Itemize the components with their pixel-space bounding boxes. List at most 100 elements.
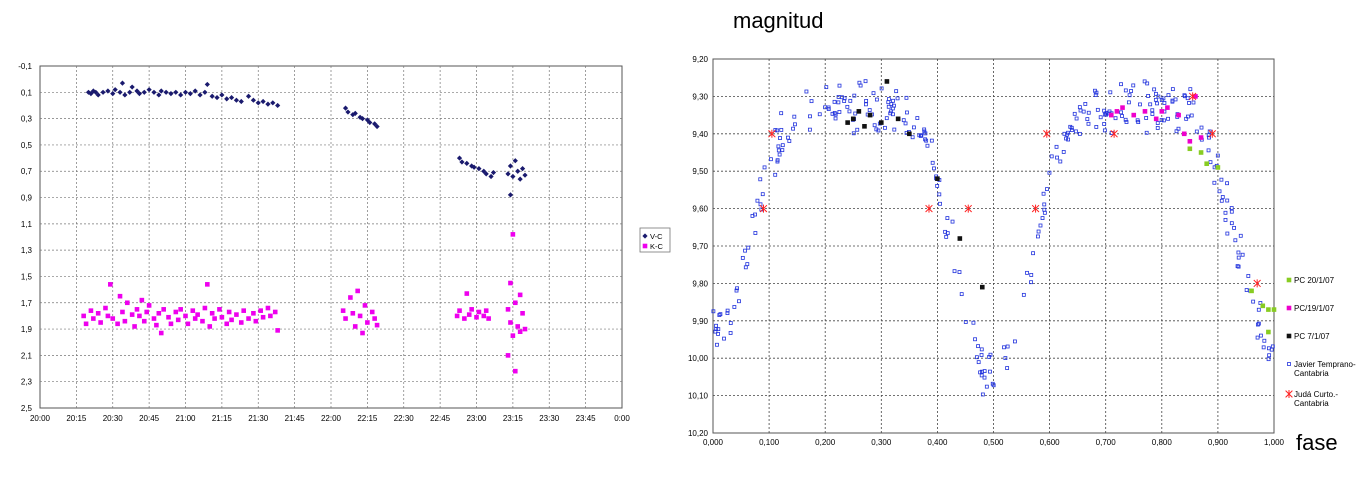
data-point — [924, 138, 929, 143]
y-tick-label: 0,9 — [21, 194, 33, 203]
data-point — [1207, 129, 1212, 134]
data-point — [340, 308, 346, 313]
data-point — [957, 236, 963, 241]
data-point — [809, 99, 814, 104]
y-tick-label: 9,30 — [692, 92, 708, 101]
y-tick-label: 10,20 — [688, 429, 709, 438]
data-point — [892, 103, 896, 108]
data-point — [923, 131, 928, 136]
data-point — [146, 87, 152, 93]
data-point — [507, 163, 514, 169]
data-point — [971, 320, 976, 325]
data-point — [1036, 234, 1040, 239]
data-point — [1081, 109, 1086, 114]
data-point — [100, 89, 106, 95]
data-point — [483, 171, 489, 177]
legend-label: PC/19/1/07 — [1294, 304, 1335, 313]
data-point — [1094, 125, 1099, 129]
data-point — [743, 248, 747, 253]
data-point — [1127, 93, 1132, 98]
data-point — [1159, 118, 1164, 122]
x-tick-label: 21:15 — [212, 414, 233, 423]
data-point — [1170, 87, 1175, 92]
data-point — [246, 316, 251, 321]
data-point — [250, 97, 256, 103]
data-point — [456, 155, 463, 161]
data-point — [1155, 121, 1160, 125]
x-tick-label: 22:45 — [430, 414, 451, 423]
data-point — [122, 318, 128, 324]
x-tick-label: 22:30 — [394, 414, 415, 423]
data-point — [136, 91, 143, 97]
data-point — [826, 107, 831, 111]
data-point — [807, 127, 812, 132]
data-point — [110, 91, 116, 97]
data-point — [929, 138, 934, 143]
data-point — [823, 105, 827, 110]
data-point — [224, 96, 230, 102]
x-tick-label: 20:00 — [30, 414, 51, 423]
data-point — [1235, 264, 1240, 269]
data-point — [1120, 114, 1124, 118]
data-point — [840, 95, 844, 100]
data-point — [226, 309, 232, 315]
data-point — [1183, 94, 1187, 99]
data-point — [260, 98, 266, 105]
data-point — [1161, 118, 1166, 123]
data-point — [793, 122, 797, 127]
data-point — [737, 299, 741, 304]
x-tick-label: 23:00 — [466, 414, 487, 423]
data-point — [1187, 146, 1193, 152]
data-point — [768, 129, 776, 138]
data-point — [510, 173, 516, 180]
data-point — [253, 318, 259, 324]
data-point — [1223, 210, 1228, 215]
data-point — [852, 93, 857, 98]
data-point — [192, 88, 198, 94]
x-tick-label: 0,400 — [927, 438, 948, 447]
data-point — [275, 102, 281, 109]
data-point — [217, 307, 222, 312]
data-point — [871, 91, 876, 96]
data-point — [1153, 97, 1158, 102]
data-point — [1229, 206, 1234, 210]
y-tick-label: 9,60 — [692, 205, 708, 214]
y-tick-label: 9,90 — [692, 317, 708, 326]
data-point — [510, 232, 516, 237]
data-point — [270, 100, 276, 106]
data-point — [778, 136, 782, 140]
data-point — [1145, 81, 1150, 86]
x-tick-label: 0,800 — [1152, 438, 1173, 447]
data-point — [925, 204, 933, 213]
y-tick-label: 1,7 — [21, 299, 33, 308]
data-point — [979, 347, 984, 352]
data-point — [1110, 129, 1118, 138]
data-point — [991, 383, 996, 388]
data-point — [117, 89, 123, 95]
data-point — [209, 310, 215, 316]
data-point — [205, 282, 210, 287]
data-point — [952, 269, 957, 274]
data-point — [476, 166, 482, 172]
data-point — [856, 109, 862, 114]
data-point — [874, 97, 879, 102]
data-point — [125, 300, 130, 306]
data-point — [758, 177, 763, 182]
data-point — [1120, 105, 1125, 110]
data-point — [905, 110, 909, 115]
data-point — [1193, 94, 1198, 99]
data-point — [1166, 116, 1171, 121]
data-point — [848, 98, 853, 103]
data-point — [178, 92, 184, 98]
data-point — [481, 168, 487, 174]
data-point — [103, 305, 108, 311]
data-point — [255, 100, 261, 106]
y-tick-label: 0,5 — [21, 141, 33, 150]
data-point — [260, 314, 266, 320]
y-tick-label: 2,1 — [21, 351, 33, 360]
data-point — [158, 330, 164, 336]
data-point — [1198, 150, 1204, 155]
data-point — [817, 112, 822, 117]
data-point — [112, 87, 118, 93]
data-point — [520, 310, 525, 316]
